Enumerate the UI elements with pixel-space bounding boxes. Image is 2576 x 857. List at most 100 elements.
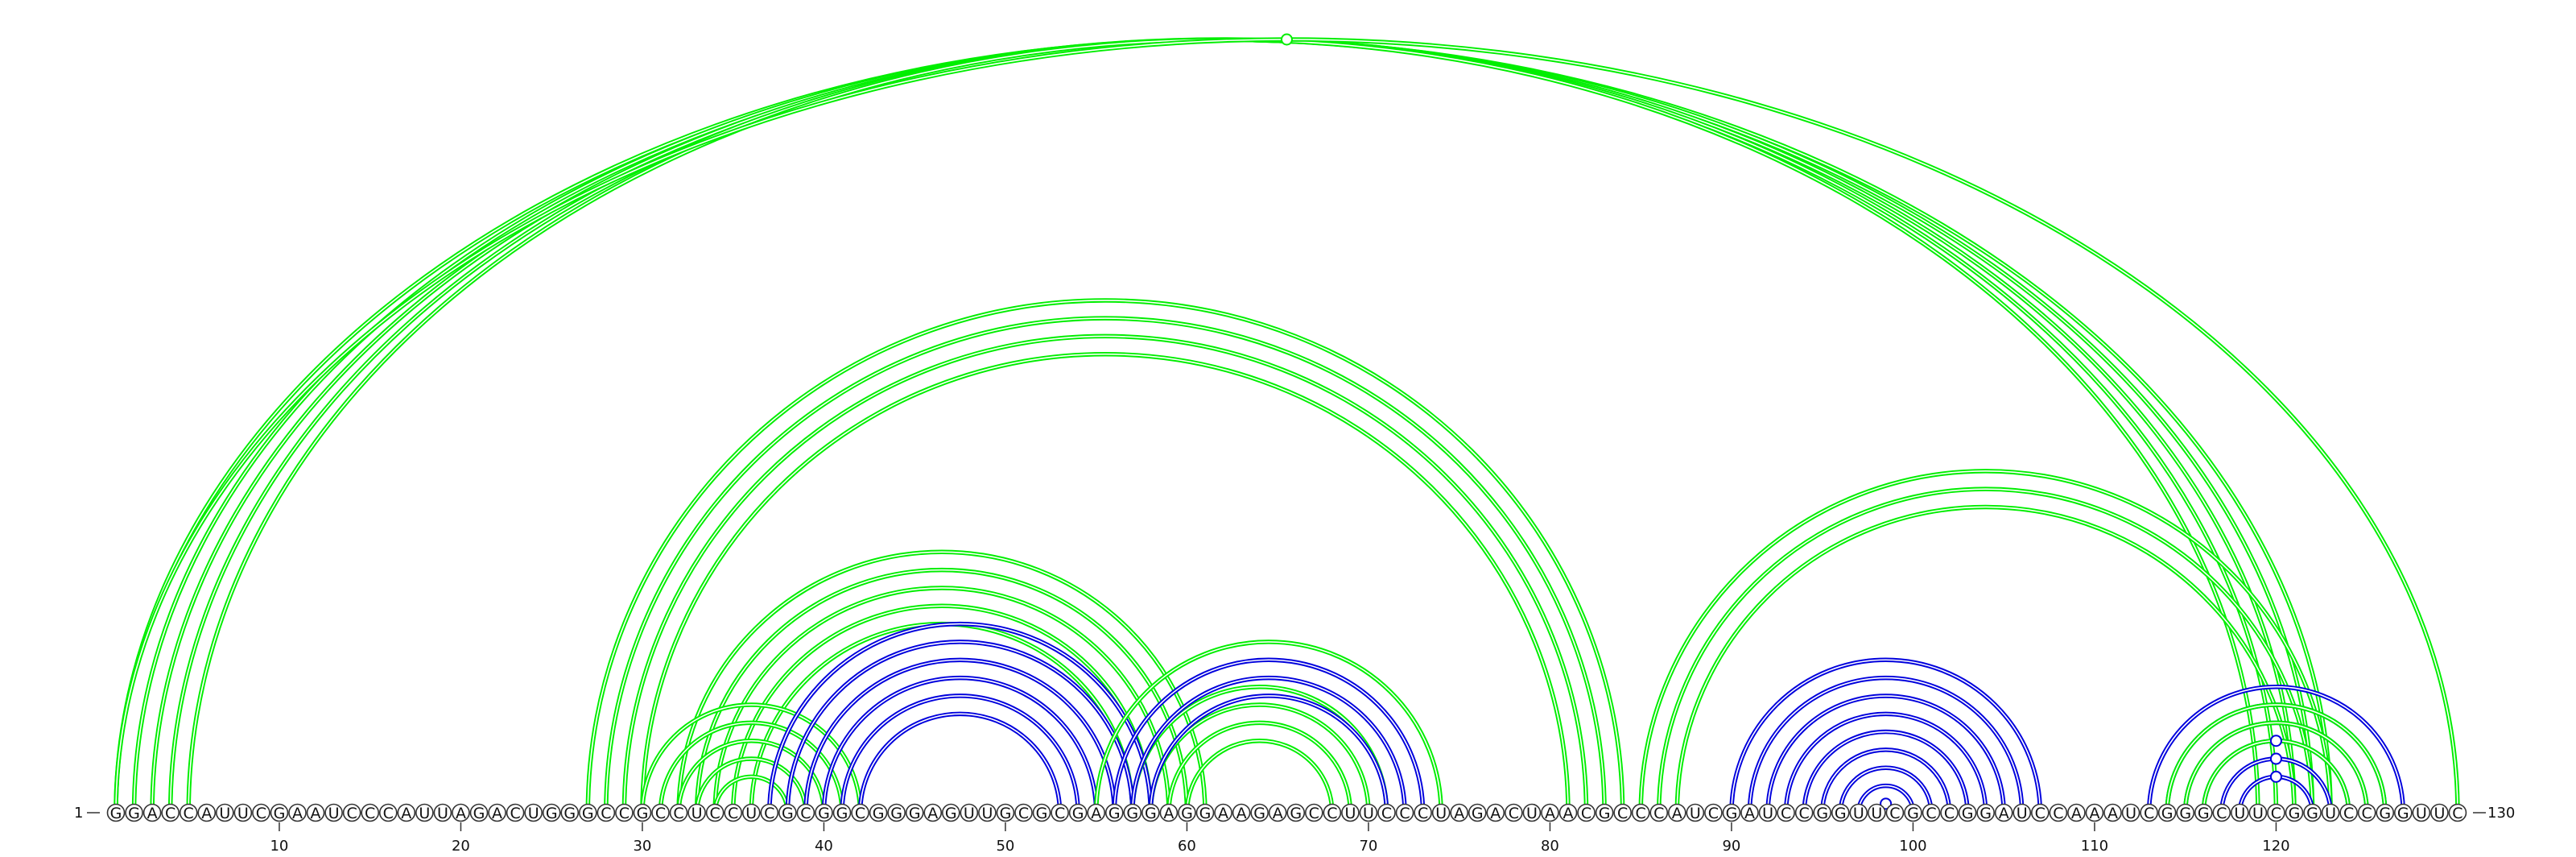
nucleotide-letter: C bbox=[256, 805, 266, 822]
nucleotide: U bbox=[960, 805, 977, 823]
nucleotide-letter: C bbox=[1055, 805, 1065, 822]
nucleotide-letter: G bbox=[110, 805, 122, 822]
nucleotide: C bbox=[1796, 805, 1813, 823]
nucleotide: U bbox=[2249, 805, 2266, 823]
nucleotide-letter: A bbox=[456, 805, 466, 822]
nucleotide: U bbox=[217, 805, 233, 823]
nucleotide-letter: U bbox=[1853, 805, 1864, 822]
nucleotide: G bbox=[943, 805, 960, 823]
nucleotide: A bbox=[1269, 805, 1286, 823]
pair-arc-core-0 bbox=[116, 39, 2330, 813]
nucleotide-letter: G bbox=[473, 805, 485, 822]
nucleotide-letter: G bbox=[1000, 805, 1012, 822]
axis-tick-label: 20 bbox=[452, 838, 470, 855]
nucleotide: U bbox=[1360, 805, 1377, 823]
nucleotide: C bbox=[1578, 805, 1595, 823]
nucleotide: C bbox=[1323, 805, 1340, 823]
nucleotide-letter: U bbox=[1363, 805, 1374, 822]
nucleotide-letter: A bbox=[1218, 805, 1228, 822]
nucleotide-letter: U bbox=[328, 805, 340, 822]
nucleotide: U bbox=[688, 805, 705, 823]
nucleotide-letter: U bbox=[2416, 805, 2427, 822]
nucleotide: U bbox=[2413, 805, 2429, 823]
nucleotide: G bbox=[1832, 805, 1849, 823]
nucleotide-letter: A bbox=[401, 805, 411, 822]
nucleotide: G bbox=[1197, 805, 1214, 823]
nucleotide: A bbox=[1542, 805, 1558, 823]
nucleotide-letter: G bbox=[1072, 805, 1084, 822]
nucleotide: C bbox=[616, 805, 633, 823]
pair-arc-core-2 bbox=[152, 39, 2294, 813]
nucleotide-letter: G bbox=[836, 805, 848, 822]
nucleotide-letter: G bbox=[782, 805, 794, 822]
nucleotide-letter: G bbox=[1726, 805, 1738, 822]
nucleotide: C bbox=[344, 805, 361, 823]
nucleotide-letter: G bbox=[2161, 805, 2174, 822]
nucleotide: C bbox=[1614, 805, 1631, 823]
nucleotide-letter: C bbox=[1781, 805, 1791, 822]
nucleotide: C bbox=[707, 805, 724, 823]
nucleotide: G bbox=[1959, 805, 1976, 823]
nucleotide: G bbox=[2195, 805, 2212, 823]
nucleotide-letter: U bbox=[2125, 805, 2136, 822]
axis-tick-label: 80 bbox=[1541, 838, 1559, 855]
nucleotide-letter: G bbox=[909, 805, 921, 822]
nucleotide: U bbox=[434, 805, 451, 823]
nucleotide: G bbox=[779, 805, 796, 823]
nucleotide: G bbox=[834, 805, 851, 823]
nucleotide-letter: C bbox=[855, 805, 865, 822]
nucleotide-letter: G bbox=[1599, 805, 1611, 822]
nucleotide-letter: A bbox=[1545, 805, 1555, 822]
axis-tick-label: 70 bbox=[1359, 838, 1377, 855]
nucleotide-letter: C bbox=[1944, 805, 1955, 822]
nucleotide-letter: U bbox=[419, 805, 430, 822]
nucleotide-letter: U bbox=[1526, 805, 1538, 822]
nucleotide-letter: C bbox=[673, 805, 683, 822]
nucleotide-letter: A bbox=[201, 805, 212, 822]
axis-tick-label: 120 bbox=[2262, 838, 2289, 855]
nucleotide: G bbox=[2159, 805, 2176, 823]
nucleotide-letter: G bbox=[2289, 805, 2301, 822]
nucleotide-letter: A bbox=[1163, 805, 1174, 822]
axis-tick-label: 100 bbox=[1899, 838, 1926, 855]
nucleotide-letter: G bbox=[1962, 805, 1974, 822]
nucleotide: A bbox=[1451, 805, 1468, 823]
nucleotide: U bbox=[525, 805, 542, 823]
nucleotide-letter: A bbox=[1273, 805, 1283, 822]
nucleotide-letter: A bbox=[2071, 805, 2082, 822]
nucleotide-letter: C bbox=[2271, 805, 2281, 822]
axis-tick-label: 60 bbox=[1178, 838, 1196, 855]
nucleotide-letter: G bbox=[1108, 805, 1121, 822]
nucleotide-letter: C bbox=[1309, 805, 1319, 822]
nucleotide-letter: A bbox=[1744, 805, 1755, 822]
nucleotide: C bbox=[361, 805, 378, 823]
nucleotide: C bbox=[1777, 805, 1794, 823]
nucleotide: A bbox=[452, 805, 469, 823]
nucleotide-letter: G bbox=[2179, 805, 2191, 822]
nucleotide-letter: C bbox=[1708, 805, 1719, 822]
nucleotide: A bbox=[1996, 805, 2013, 823]
sequence-track: GGACCAUUCGAAUCCCAUUAGACUGGGCCGCCUCCUCGCG… bbox=[108, 805, 2467, 823]
nucleotide: C bbox=[1397, 805, 1414, 823]
nucleotide-letter: C bbox=[1926, 805, 1936, 822]
nucleotide: U bbox=[1686, 805, 1703, 823]
nucleotide: C bbox=[507, 805, 524, 823]
nucleotide: G bbox=[1106, 805, 1123, 823]
nucleotide: A bbox=[398, 805, 415, 823]
nucleotide: U bbox=[1342, 805, 1359, 823]
nucleotide-letter: G bbox=[582, 805, 594, 822]
pair-arc-3-121-green bbox=[152, 39, 2294, 813]
nucleotide-letter: G bbox=[945, 805, 957, 822]
nucleotide-letter: C bbox=[1799, 805, 1810, 822]
pair-arc-39-56-blue bbox=[806, 660, 1114, 813]
nucleotide: G bbox=[1287, 805, 1304, 823]
nucleotide: C bbox=[1051, 805, 1068, 823]
nucleotide: C bbox=[1306, 805, 1323, 823]
nucleotide-letter: U bbox=[1871, 805, 1882, 822]
nucleotide: C bbox=[2032, 805, 2049, 823]
nucleotide-letter: U bbox=[1435, 805, 1447, 822]
nucleotide-letter: U bbox=[437, 805, 448, 822]
nucleotide: G bbox=[1723, 805, 1740, 823]
nucleotide: C bbox=[1414, 805, 1431, 823]
nucleotide: G bbox=[126, 805, 142, 823]
